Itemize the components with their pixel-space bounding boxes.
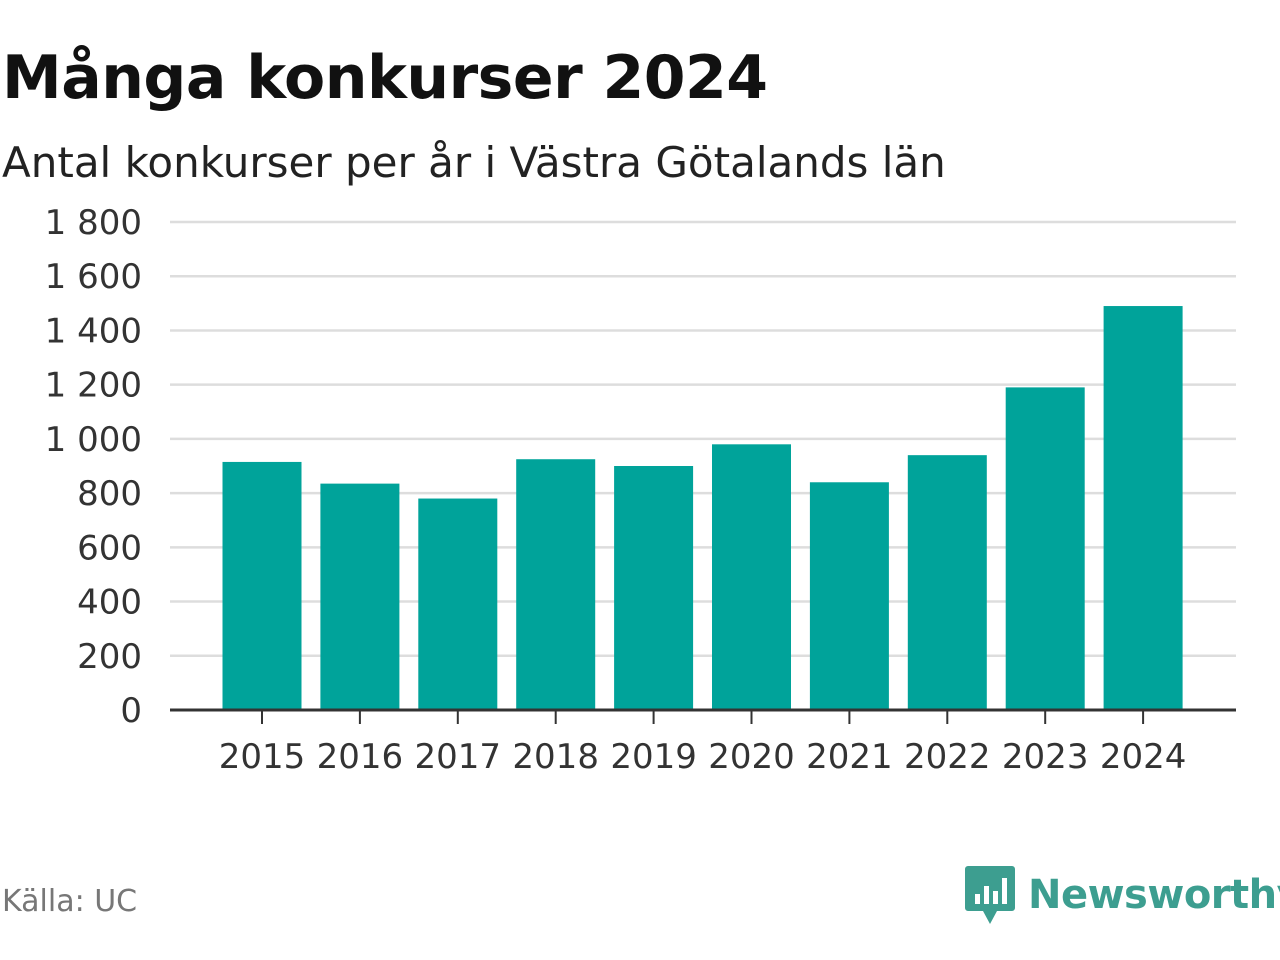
y-tick-label: 200 <box>77 637 142 677</box>
y-tick-label: 1 600 <box>45 257 142 297</box>
x-tick-label: 2015 <box>219 737 306 777</box>
bar-2018 <box>516 459 596 710</box>
y-tick-label: 0 <box>120 691 142 731</box>
x-tick-label: 2017 <box>415 737 502 777</box>
bar-2020 <box>712 444 791 710</box>
bar-2024 <box>1103 306 1183 710</box>
bar-2022 <box>907 455 987 710</box>
bar-2015 <box>222 461 302 710</box>
bar-2019 <box>614 466 694 710</box>
x-tick-label: 2024 <box>1100 737 1187 777</box>
x-axis-tick-labels: 2015 2016 2017 2018 2019 2020 2021 2022 2023 2024 <box>219 737 1187 777</box>
y-tick-label: 1 000 <box>45 420 142 460</box>
y-tick-label: 1 200 <box>45 366 142 406</box>
source-note: Källa: UC <box>2 884 138 919</box>
x-tick-label: 2020 <box>708 737 795 777</box>
newsworthy-logo-icon <box>965 866 1015 924</box>
brand-logo: Newsworthy <box>964 864 1280 926</box>
y-tick-label: 400 <box>77 583 142 623</box>
bar-2021 <box>809 482 889 710</box>
y-tick-label: 1 400 <box>45 311 142 351</box>
x-tick-label: 2018 <box>512 737 599 777</box>
x-axis <box>170 708 1236 724</box>
y-tick-label: 1 800 <box>45 203 142 243</box>
bar-2023 <box>1005 387 1085 710</box>
x-tick-label: 2022 <box>904 737 991 777</box>
chart-title: Många konkurser 2024 <box>2 43 768 113</box>
bar-chart: 0 200 400 600 800 1 000 1 200 1 400 1 600 1 800 2… <box>45 203 1236 777</box>
y-tick-label: 800 <box>77 474 142 514</box>
brand-name: Newsworthy <box>1028 872 1280 918</box>
x-tick-label: 2023 <box>1002 737 1089 777</box>
bars <box>222 306 1183 710</box>
x-tick-label: 2021 <box>806 737 893 777</box>
bar-2017 <box>418 498 498 710</box>
chart-subtitle: Antal konkurser per år i Västra Götaland… <box>2 138 946 187</box>
y-axis-tick-labels: 0 200 400 600 800 1 000 1 200 1 400 1 600 1 800 <box>45 203 142 731</box>
x-tick-label: 2019 <box>610 737 697 777</box>
y-tick-label: 600 <box>77 528 142 568</box>
bar-2016 <box>320 483 400 710</box>
x-tick-label: 2016 <box>317 737 404 777</box>
